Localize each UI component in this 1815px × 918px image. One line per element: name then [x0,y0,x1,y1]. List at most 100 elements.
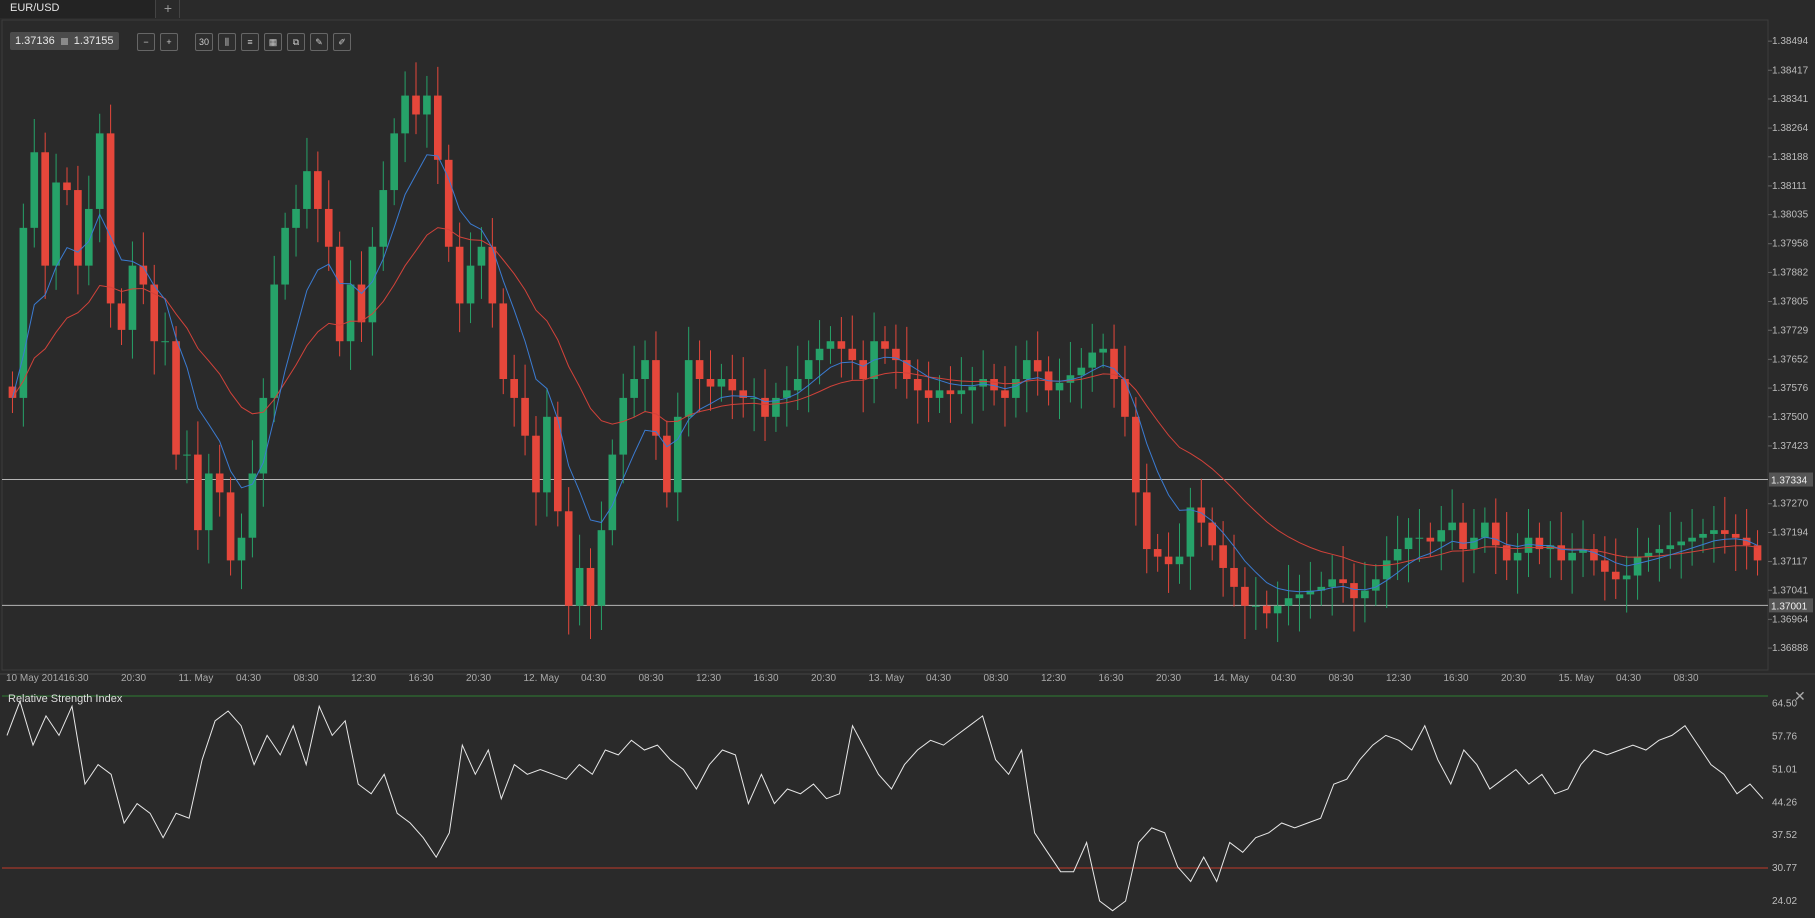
quote-separator [60,37,68,45]
y-tick-label: 1.38264 [1772,123,1809,134]
candle-body [314,171,322,209]
horizontal-line-badge [1769,598,1813,613]
candle-body [652,360,660,436]
template-icon[interactable]: ⧉ [287,33,305,51]
candle-body [1590,549,1598,561]
candle-body [1361,590,1369,599]
horizontal-line-badge [1769,472,1813,487]
candle-body [673,416,682,493]
candle-body [1753,545,1762,561]
y-tick-label: 1.38111 [1772,181,1807,192]
candle-body [477,246,486,266]
candle-body [1022,360,1031,380]
candle-body [1175,556,1184,565]
add-tab-button[interactable]: + [157,0,180,18]
x-tick-label: 04:30 [236,673,261,684]
candle-body [1241,586,1249,606]
candle-body [444,159,453,247]
candle-body [804,360,813,380]
chart-settings-icon[interactable]: ▦ [264,33,282,51]
candle-body [543,416,551,493]
candle-body [128,265,137,330]
candle-body [717,379,726,387]
candle-body [1055,382,1064,391]
candle-body [488,246,497,304]
candle-body [412,95,420,115]
candle-body [1393,549,1402,561]
candle-body [1012,379,1020,398]
indicators-icon[interactable]: ≡ [241,33,259,51]
x-tick-label: 20:30 [1156,673,1181,684]
candle-body [553,416,562,512]
candle-body [837,341,846,349]
candle-body [379,190,388,247]
candle-body [117,303,126,330]
ma-slow-line [12,227,1758,567]
tab-label: EUR/USD [10,2,60,14]
quote-badge: 1.37136 1.37155 [10,32,119,50]
x-tick-label: 11. May [179,673,214,684]
x-tick-label: 08:30 [984,673,1009,684]
candle-body [1721,530,1729,534]
candle-body [1284,598,1293,606]
y-tick-label: 1.37194 [1772,527,1809,538]
x-tick-label: 12:30 [1041,673,1066,684]
rsi-y-tick-label: 30.77 [1772,863,1797,874]
candle-body [750,397,758,399]
candle-body [892,348,900,361]
timeframe-icon[interactable]: 30 [195,33,213,51]
x-tick-label: 16:30 [1444,673,1469,684]
candle-body [183,454,191,456]
candle-body [979,379,987,387]
candle-body [510,379,518,398]
chart-canvas[interactable]: 1.38494 1.38417 1.38341 1.38264 1.38188 1.381… [0,18,1815,918]
candle-body [1535,537,1544,550]
candle-body [761,397,769,417]
candle-body [1524,537,1533,553]
zoom-out-icon[interactable]: − [137,33,155,51]
candle-body [1001,390,1009,398]
close-indicator-icon[interactable]: ✕ [1794,688,1806,704]
candle-body [434,95,442,160]
candle-body [248,473,257,538]
candle-body [990,379,998,391]
candle-type-icon[interactable]: ⫼ [218,33,236,51]
tab-eurusd[interactable]: EUR/USD [0,0,156,18]
draw-icon[interactable]: ✎ [310,33,328,51]
candle-body [1666,545,1675,550]
candle-body [259,397,268,474]
candle-body [706,379,715,387]
candle-body [1262,605,1271,614]
candle-body [793,379,802,391]
candle-body [1371,579,1380,591]
y-tick-label: 1.38188 [1772,152,1809,163]
candle-body [346,284,355,342]
candle-body [532,435,540,493]
candle-body [684,360,693,417]
candle-body [1404,537,1413,550]
candle-body [95,133,104,209]
x-tick-label: 10 May 2014 [6,673,64,684]
x-tick-label: 04:30 [1271,673,1296,684]
y-tick-label: 1.37500 [1772,412,1809,423]
candle-body [663,435,671,493]
candle-body [1132,416,1140,493]
x-tick-label: 14. May [1214,673,1250,684]
y-tick-label: 1.37041 [1772,585,1809,596]
candle-body [1142,492,1151,550]
x-tick-label: 16:30 [1099,673,1124,684]
candle-body [499,303,508,380]
candle-body [1426,537,1435,542]
y-tick-label: 1.38417 [1772,65,1809,76]
draw-tools-icon[interactable]: ✐ [333,33,351,51]
candle-body [1710,530,1718,534]
candle-body [335,246,344,342]
zoom-in-icon[interactable]: + [160,33,178,51]
x-tick-label: 08:30 [639,673,664,684]
x-tick-label: 20:30 [121,673,146,684]
chart-area[interactable]: 1.38494 1.38417 1.38341 1.38264 1.38188 1.381… [0,18,1815,918]
horizontal-line-label: 1.37001 [1771,601,1808,612]
candle-body [881,341,889,349]
x-tick-label: 12:30 [1386,673,1411,684]
x-tick-label: 04:30 [926,673,951,684]
